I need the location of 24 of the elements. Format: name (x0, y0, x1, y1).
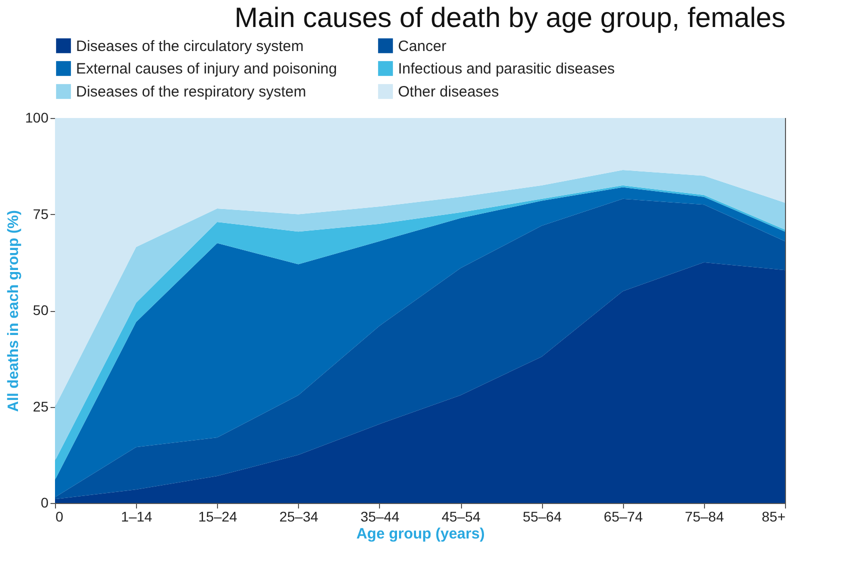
y-tick-label: 50 (32, 302, 49, 318)
legend-label: Infectious and parasitic diseases (398, 60, 615, 78)
chart-title: Main causes of death by age group, females (234, 2, 786, 33)
y-tick-label: 0 (40, 494, 49, 510)
y-tick-label: 25 (32, 398, 49, 414)
x-tick-label: 45–54 (442, 508, 481, 524)
x-tick-label: 85+ (762, 508, 786, 524)
x-tick-label: 65–74 (604, 508, 643, 524)
legend-label: Cancer (398, 38, 446, 55)
x-tick-label: 25–34 (279, 508, 319, 524)
y-tick-label: 75 (32, 206, 49, 222)
y-tick-label: 100 (25, 110, 49, 126)
legend-label: Diseases of the respiratory system (76, 84, 306, 100)
x-tick-label: 0 (56, 508, 64, 524)
x-tick-label: 55–64 (522, 508, 562, 524)
x-tick-label: 75–84 (684, 508, 724, 524)
x-axis-title: Age group (years) (356, 526, 485, 542)
legend-label: External causes of injury and poisoning (76, 60, 337, 78)
y-axis-title: All deaths in each group (%) (5, 210, 22, 412)
x-tick-label: 1–14 (121, 508, 152, 524)
legend-label: Diseases of the circulatory system (76, 38, 304, 55)
x-tick-label: 15–24 (198, 508, 238, 524)
x-tick-label: 35–44 (360, 508, 400, 524)
legend-label: Other diseases (398, 84, 499, 100)
